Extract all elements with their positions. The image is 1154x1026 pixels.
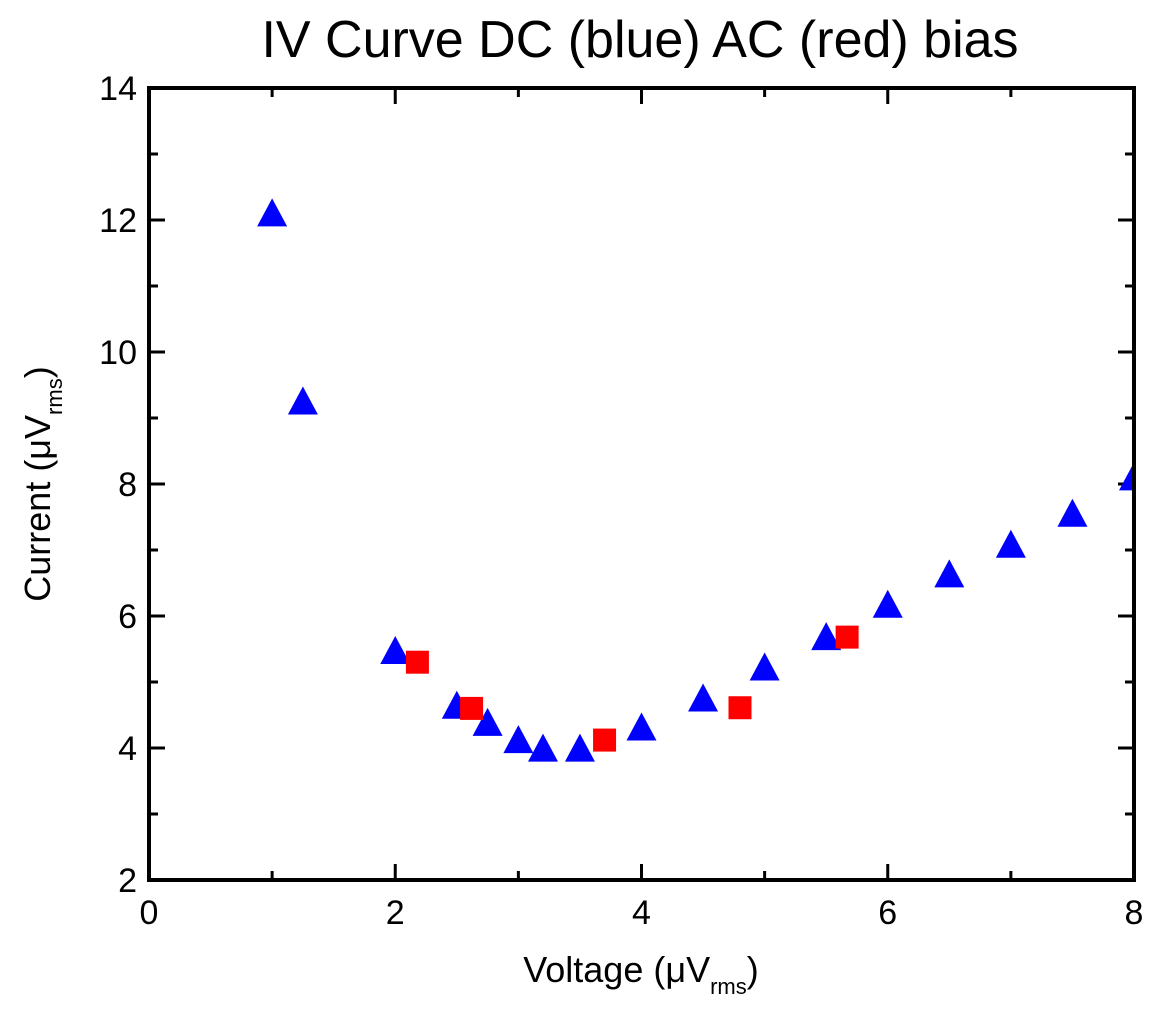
y-tick-label: 14 [99, 70, 137, 108]
y-tick-label: 8 [118, 466, 137, 504]
ac-square-marker [835, 625, 859, 649]
x-axis-title-mu: μ [665, 949, 686, 990]
dc-triangle-marker [626, 712, 657, 741]
dc-triangle-marker [688, 683, 719, 712]
plot-frame [147, 86, 1136, 882]
y-axis-title-mu: μ [17, 439, 58, 460]
x-tick-labels: 0 2 4 6 8 [140, 894, 1144, 932]
y-tick-label: 2 [118, 862, 137, 900]
dc-triangle-marker [872, 589, 903, 618]
x-tick-label: 6 [878, 894, 897, 932]
dc-triangle-marker [1057, 498, 1088, 527]
data-markers [257, 198, 1134, 762]
chart-title: IV Curve DC (blue) AC (red) bias [261, 11, 1018, 69]
x-axis-title-unit: V [686, 949, 710, 990]
major-ticks [147, 86, 1136, 882]
y-axis-title-suffix: ) [17, 366, 58, 378]
x-tick-label: 4 [632, 894, 651, 932]
x-axis-title-prefix: Voltage ( [523, 949, 665, 990]
y-axis-title-unit: V [17, 415, 58, 439]
x-tick-label: 2 [386, 894, 405, 932]
dc-triangle-marker [564, 733, 595, 762]
y-tick-label: 12 [99, 202, 137, 240]
dc-triangle-marker [472, 707, 503, 736]
x-tick-label: 0 [140, 894, 159, 932]
dc-triangle-marker [287, 386, 318, 415]
x-axis-title-suffix: ) [747, 949, 759, 990]
dc-triangle-marker [811, 622, 842, 651]
ac-square-marker [593, 728, 617, 752]
dc-triangle-marker [749, 652, 780, 681]
y-tick-labels: 2 4 6 8 10 12 14 [99, 70, 137, 900]
y-axis-title-prefix: Current ( [17, 460, 58, 602]
y-axis-title: Current (μVrms) [17, 366, 67, 601]
dc-triangle-marker [503, 725, 534, 754]
x-axis-title-subscript: rms [710, 974, 747, 999]
dc-triangle-marker [528, 733, 558, 762]
y-tick-label: 4 [118, 730, 137, 768]
y-tick-label: 6 [118, 598, 137, 636]
x-axis-title: Voltage (μVrms) [523, 949, 759, 999]
dc-triangle-marker [995, 529, 1026, 558]
y-axis-title-subscript: rms [42, 378, 67, 415]
dc-triangle-marker [1119, 462, 1134, 491]
dc-triangle-marker [380, 635, 411, 664]
ac-square-marker [405, 650, 429, 674]
ac-square-marker [460, 696, 484, 720]
dc-triangle-marker [934, 559, 965, 588]
y-tick-label: 10 [99, 334, 137, 372]
x-tick-label: 8 [1125, 894, 1144, 932]
ac-square-marker [728, 696, 752, 720]
minor-ticks [149, 88, 1134, 880]
dc-triangle-marker [257, 198, 288, 227]
